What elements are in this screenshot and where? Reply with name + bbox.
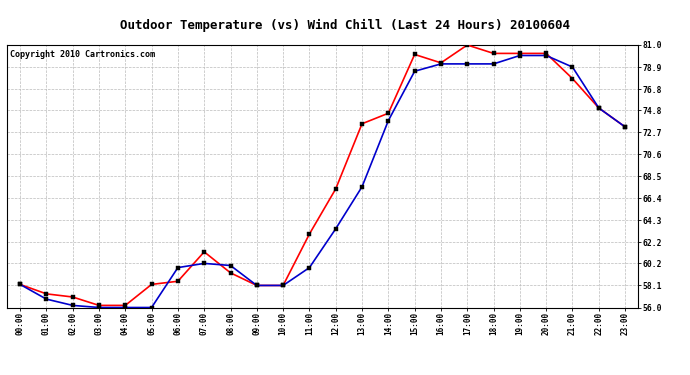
Text: Copyright 2010 Cartronics.com: Copyright 2010 Cartronics.com <box>10 50 155 59</box>
Text: Outdoor Temperature (vs) Wind Chill (Last 24 Hours) 20100604: Outdoor Temperature (vs) Wind Chill (Las… <box>120 19 570 32</box>
